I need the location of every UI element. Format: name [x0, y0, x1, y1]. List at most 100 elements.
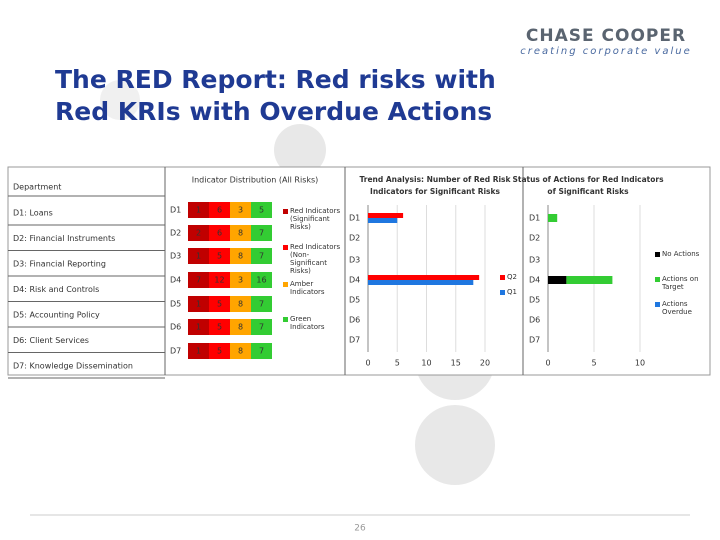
chart-title: of Significant Risks — [547, 187, 629, 196]
cell — [188, 248, 209, 264]
bar — [548, 214, 558, 222]
cell — [251, 296, 272, 312]
legend-label-box: No Actions — [662, 250, 700, 258]
legend-swatch — [500, 290, 505, 295]
cell — [230, 248, 251, 264]
cell — [251, 248, 272, 264]
y-tick-label: D6 — [529, 316, 540, 325]
cell-value: 7 — [196, 276, 201, 285]
cell — [188, 272, 209, 288]
x-tick-label: 15 — [451, 359, 461, 368]
y-tick-label: D1 — [529, 214, 540, 223]
cell-value: 7 — [259, 229, 264, 238]
cell — [251, 272, 272, 288]
legend-label-box: Actions on Target — [662, 275, 699, 291]
table-cell: D4: Risk and Controls — [13, 285, 99, 294]
cell-value: 8 — [238, 347, 243, 356]
cell-value: 5 — [259, 206, 264, 215]
cell-value: 1 — [196, 206, 201, 215]
y-tick-label: D5 — [349, 296, 360, 305]
y-tick-label: D3 — [529, 256, 540, 265]
cell-value: 6 — [217, 229, 222, 238]
cell — [209, 272, 230, 288]
y-tick-label: D4 — [349, 276, 360, 285]
title-line: Red KRIs with Overdue Actions — [55, 97, 492, 126]
cell-value: 5 — [217, 300, 222, 309]
cell-value: 7 — [259, 347, 264, 356]
legend-swatch — [283, 209, 288, 214]
legend-label-box: Red Indicators (Non-Significant Risks) — [290, 243, 340, 275]
row-label: D3 — [170, 252, 181, 261]
title-line: The RED Report: Red risks with — [55, 65, 496, 94]
cell-value: 3 — [238, 276, 243, 285]
cell-value: 5 — [217, 347, 222, 356]
cell — [188, 343, 209, 359]
x-tick-label: 5 — [591, 359, 596, 368]
logo: CHASE COOPER — [526, 26, 686, 46]
table-cell: D5: Accounting Policy — [13, 311, 100, 320]
table-header: Department — [13, 183, 61, 192]
y-tick-label: D6 — [349, 316, 360, 325]
cell-value: 7 — [259, 323, 264, 332]
y-tick-label: D7 — [529, 336, 540, 345]
legend-label-box: Green Indicators — [290, 315, 325, 331]
x-tick-label: 0 — [545, 359, 550, 368]
cell-value: 8 — [238, 252, 243, 261]
cell-value: 16 — [256, 276, 266, 285]
cell-value: 1 — [196, 323, 201, 332]
legend-swatch — [655, 252, 660, 257]
y-tick-label: D5 — [529, 296, 540, 305]
cell-value: 5 — [217, 323, 222, 332]
bar — [368, 275, 480, 280]
row-label: D5 — [170, 300, 181, 309]
cell — [251, 225, 272, 241]
row-label: D6 — [170, 323, 181, 332]
legend-swatch — [500, 275, 505, 280]
cell-value: 12 — [214, 276, 224, 285]
legend-label-box: Q1 — [507, 288, 517, 296]
chart-title: Trend Analysis: Number of Red Risk — [359, 175, 511, 184]
legend-swatch — [283, 245, 288, 250]
cell — [230, 343, 251, 359]
x-tick-label: 20 — [480, 359, 490, 368]
cell — [209, 202, 230, 218]
legend-label: Green Indicators — [290, 315, 325, 331]
table-cell: D1: Loans — [13, 209, 53, 218]
legend-label-box: Amber Indicators — [290, 280, 325, 296]
legend-swatch — [283, 317, 288, 322]
legend-swatch — [655, 277, 660, 282]
cell-value: 1 — [196, 347, 201, 356]
cell — [251, 319, 272, 335]
legend-label: Actions on Target — [662, 275, 699, 291]
cell-value: 8 — [238, 300, 243, 309]
row-label: D2 — [170, 229, 181, 238]
cell — [230, 272, 251, 288]
cell — [209, 343, 230, 359]
bar — [368, 280, 474, 285]
cell-value: 8 — [238, 323, 243, 332]
cell-value: 5 — [217, 252, 222, 261]
cell-value: 7 — [259, 300, 264, 309]
cell — [230, 225, 251, 241]
cell — [251, 202, 272, 218]
bar — [368, 213, 404, 218]
legend-label: Q1 — [507, 288, 517, 296]
legend-label: Amber Indicators — [290, 280, 325, 296]
x-tick-label: 0 — [365, 359, 370, 368]
cell — [188, 296, 209, 312]
y-tick-label: D7 — [349, 336, 360, 345]
table-cell: D2: Financial Instruments — [13, 234, 115, 243]
cell-value: 7 — [259, 252, 264, 261]
cell — [188, 225, 209, 241]
legend-label: No Actions — [662, 250, 700, 258]
cell — [188, 319, 209, 335]
cell — [209, 248, 230, 264]
y-tick-label: D3 — [349, 256, 360, 265]
x-tick-label: 5 — [395, 359, 400, 368]
cell-value: 2 — [196, 229, 201, 238]
cell — [251, 343, 272, 359]
bar — [548, 276, 567, 284]
table-cell: D6: Client Services — [13, 336, 89, 345]
cell — [209, 319, 230, 335]
cell — [230, 202, 251, 218]
